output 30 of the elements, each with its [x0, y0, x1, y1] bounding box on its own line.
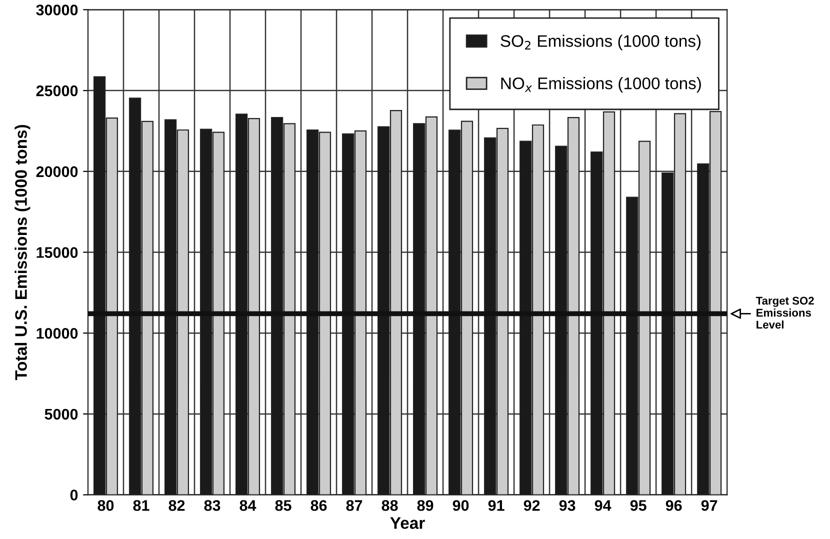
x-tick-label: 80 — [98, 500, 114, 511]
x-tick-label: 81 — [133, 500, 150, 511]
x-tick-label: 89 — [417, 500, 434, 511]
y-tick-label: 0 — [70, 490, 78, 500]
x-tick-label: 85 — [275, 500, 292, 511]
x-tick-label: 94 — [594, 500, 612, 511]
x-tick-label: 97 — [701, 500, 718, 511]
y-tick-label: 15000 — [36, 247, 78, 258]
x-tick-label: 93 — [559, 500, 576, 511]
x-tick-label: 95 — [630, 500, 646, 511]
ref-line-label: Target SO2 Emissions Level — [756, 296, 814, 329]
x-tick-label: 86 — [310, 500, 327, 511]
y-tick-label: 20000 — [36, 166, 78, 178]
x-tick-label: 83 — [204, 500, 220, 511]
x-tick-label: 91 — [488, 500, 504, 511]
y-tick-label: 25000 — [36, 85, 78, 96]
x-tick-label: 96 — [666, 500, 682, 511]
y-tick-label: 5000 — [44, 408, 78, 420]
x-tick-label: 87 — [346, 500, 362, 511]
x-tick-label: 90 — [452, 500, 469, 511]
x-tick-label: 82 — [168, 500, 185, 511]
y-tick-label: 10000 — [36, 328, 78, 339]
x-tick-label: 92 — [524, 500, 540, 511]
legend-label: NO$_{x}$ Emissions (1000 tons) — [501, 77, 701, 93]
x-tick-label: 84 — [240, 500, 256, 511]
x-tick-label: 88 — [382, 500, 398, 511]
legend-label: SO$_{2}$ Emissions (1000 tons) — [500, 34, 701, 50]
y-tick-label: 30000 — [36, 4, 78, 16]
x-axis-title: Year — [390, 517, 425, 529]
y-axis-title: Total U.S. Emissions (1000 tons) — [14, 124, 30, 380]
